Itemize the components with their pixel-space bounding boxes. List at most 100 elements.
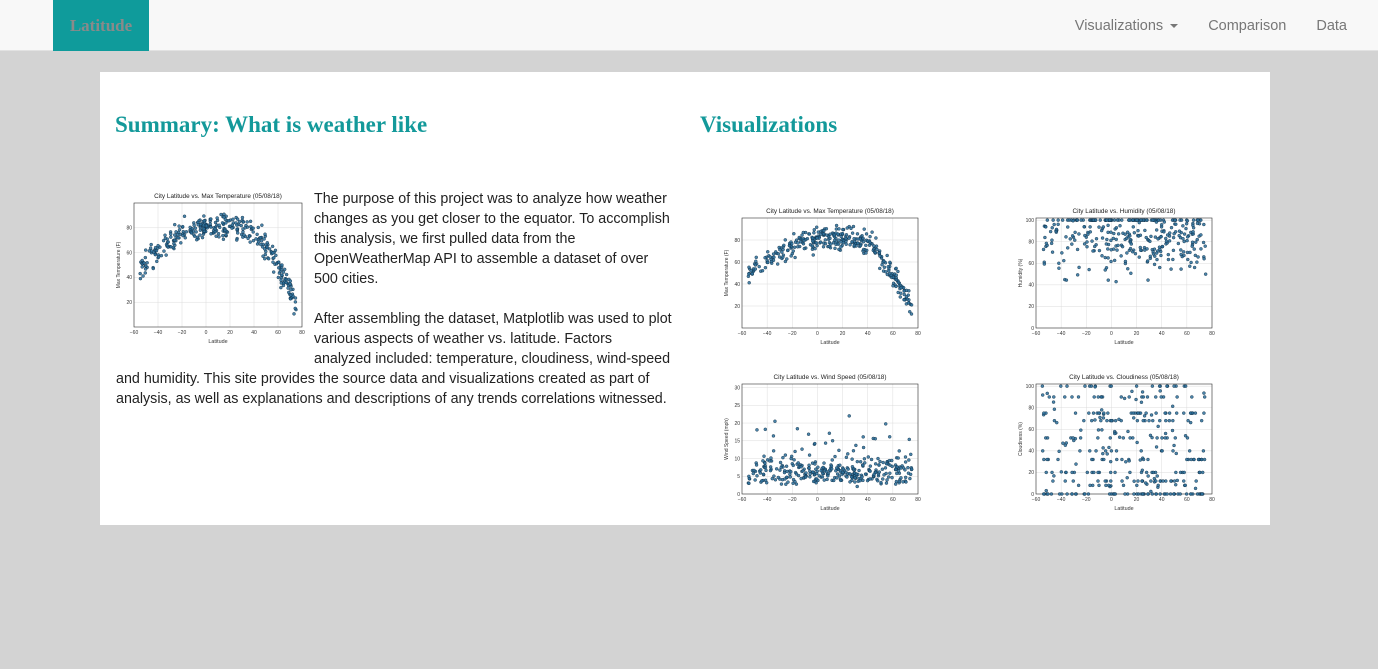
scatter-point (813, 441, 817, 446)
scatter-point (801, 230, 806, 235)
scatter-point (791, 249, 795, 253)
scatter-point (1158, 389, 1162, 393)
scatter-point (235, 238, 239, 242)
scatter-point (785, 257, 789, 261)
x-tick-label: −40 (1057, 497, 1066, 503)
scatter-point (887, 269, 891, 273)
scatter-point (851, 224, 856, 229)
scatter-point (247, 234, 252, 238)
scatter-point (844, 455, 849, 460)
scatter-point (1114, 237, 1118, 242)
scatter-point (1174, 222, 1178, 226)
scatter-point (184, 230, 189, 234)
scatter-point (1107, 218, 1112, 222)
scatter-point (1134, 397, 1138, 402)
scatter-point (1114, 449, 1119, 453)
scatter-point (1157, 384, 1162, 388)
scatter-point (193, 226, 198, 230)
scatter-point (1182, 239, 1186, 244)
scatter-point (1077, 265, 1081, 270)
scatter-point (1066, 225, 1070, 229)
x-tick-label: 80 (1209, 331, 1215, 337)
scatter-point (838, 468, 843, 473)
scatter-point (881, 460, 885, 465)
scatter-point (837, 448, 841, 453)
scatter-point (1192, 247, 1196, 251)
scatter-point (1172, 443, 1176, 448)
scatter-point (1041, 247, 1046, 252)
y-tick-label: 40 (1028, 449, 1034, 455)
scatter-point (880, 467, 885, 471)
wind-speed-chart[interactable]: City Latitude vs. Wind Speed (05/08/18) −… (724, 370, 924, 512)
scatter-point (181, 229, 186, 234)
temperature-chart[interactable]: City Latitude vs. Max Temperature (05/08… (724, 204, 924, 346)
x-tick-label: −20 (1082, 497, 1091, 503)
scatter-point (823, 441, 828, 445)
cloudiness-svg: City Latitude vs. Cloudiness (05/08/18) −… (1018, 374, 1215, 512)
scatter-point (800, 447, 804, 451)
scatter-point (1120, 218, 1124, 222)
scatter-point (1114, 226, 1119, 230)
scatter-point (1065, 384, 1069, 388)
scatter-point (851, 449, 856, 453)
scatter-point (861, 239, 866, 244)
scatter-point (249, 224, 253, 229)
scatter-point (1202, 457, 1207, 462)
scatter-point (192, 234, 197, 238)
scatter-point (1105, 218, 1109, 222)
scatter-point (1188, 420, 1193, 425)
scatter-point (1170, 404, 1175, 408)
nav-data-link[interactable]: Data (1316, 17, 1347, 34)
scatter-point (749, 268, 753, 273)
scatter-point (202, 227, 206, 231)
y-tick-label: 60 (1028, 427, 1034, 433)
scatter-point (894, 266, 898, 271)
scatter-point (1103, 255, 1107, 260)
scatter-point (1097, 225, 1101, 229)
scatter-point (1143, 248, 1147, 252)
scatter-point (1077, 232, 1081, 236)
scatter-point (1158, 492, 1162, 496)
scatter-point (1196, 218, 1200, 222)
nav-visualizations-dropdown[interactable]: Visualizations (1075, 18, 1179, 34)
scatter-point (858, 478, 862, 483)
scatter-point (755, 428, 759, 432)
scatter-point (1155, 257, 1159, 262)
scatter-point (195, 235, 200, 240)
scatter-point (1145, 259, 1150, 263)
scatter-point (1146, 278, 1150, 282)
nav-comparison-link[interactable]: Comparison (1208, 17, 1287, 34)
summary-temperature-chart[interactable]: City Latitude vs. Max Temperature (05/08… (116, 189, 308, 345)
brand-link[interactable]: Latitude (53, 0, 149, 51)
scatter-point (1101, 225, 1106, 229)
scatter-point (834, 223, 839, 228)
scatter-point (807, 232, 812, 236)
scatter-point (751, 471, 755, 476)
scatter-point (260, 223, 264, 227)
scatter-point (1159, 395, 1163, 399)
scatter-point (149, 249, 154, 253)
scatter-point (1199, 247, 1203, 251)
x-tick-label: 20 (840, 331, 846, 337)
scatter-point (259, 239, 264, 243)
scatter-point (774, 467, 779, 471)
scatter-point (1061, 441, 1065, 445)
scatter-point (1079, 428, 1083, 432)
scatter-point (1048, 229, 1053, 234)
scatter-point (192, 223, 196, 227)
y-tick-label: 40 (1028, 283, 1034, 289)
scatter-point (1092, 395, 1096, 399)
scatter-point (1159, 234, 1163, 239)
x-tick-label: −20 (788, 497, 797, 503)
scatter-point (140, 258, 144, 263)
scatter-point (801, 242, 806, 246)
scatter-point (803, 475, 808, 479)
humidity-chart[interactable]: City Latitude vs. Humidity (05/08/18) −60… (1018, 204, 1218, 346)
scatter-point (753, 263, 758, 267)
scatter-point (1125, 476, 1129, 480)
scatter-point (1056, 218, 1060, 222)
cloudiness-chart[interactable]: City Latitude vs. Cloudiness (05/08/18) −… (1018, 370, 1218, 512)
scatter-point (850, 231, 855, 235)
scatter-point (1145, 395, 1150, 399)
scatter-point (1064, 470, 1068, 475)
